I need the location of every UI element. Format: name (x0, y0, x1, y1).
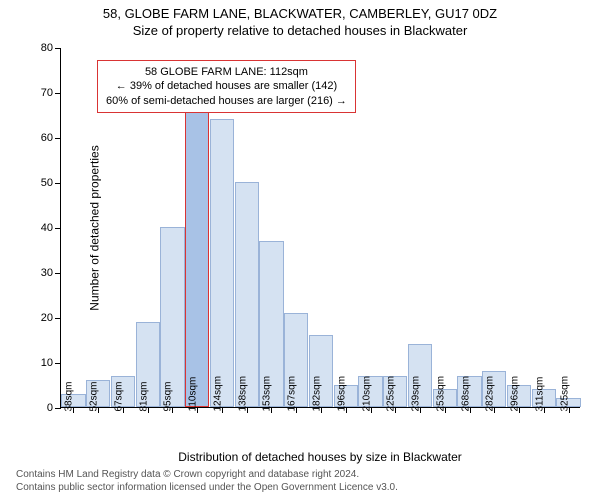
annotation-line1: 58 GLOBE FARM LANE: 112sqm (106, 65, 347, 79)
x-tick-label: 325sqm (559, 376, 570, 412)
x-tick-label: 124sqm (212, 376, 223, 412)
x-tick-label: 138sqm (237, 376, 248, 412)
x-tick-label: 95sqm (163, 381, 174, 411)
x-axis-label: Distribution of detached houses by size … (178, 450, 461, 464)
x-tick-label: 311sqm (534, 377, 545, 412)
y-tick-label: 10 (31, 357, 53, 369)
x-tick-label: 225sqm (386, 376, 397, 412)
y-tick (55, 183, 61, 184)
y-tick-label: 0 (31, 402, 53, 414)
x-tick-label: 110sqm (188, 377, 199, 412)
y-tick-label: 20 (31, 312, 53, 324)
x-tick-label: 81sqm (138, 381, 149, 411)
bar (235, 182, 259, 407)
y-tick (55, 48, 61, 49)
annotation-line3: 60% of semi-detached houses are larger (… (106, 94, 347, 108)
y-tick (55, 273, 61, 274)
annotation-line2: ← 39% of detached houses are smaller (14… (106, 79, 347, 93)
y-tick (55, 318, 61, 319)
chart-title-sub: Size of property relative to detached ho… (0, 23, 600, 38)
plot-area: 0102030405060708038sqm52sqm67sqm81sqm95s… (60, 48, 580, 408)
x-tick-label: 253sqm (435, 376, 446, 412)
y-tick (55, 363, 61, 364)
annotation-box: 58 GLOBE FARM LANE: 112sqm← 39% of detac… (97, 60, 356, 113)
y-tick-label: 80 (31, 42, 53, 54)
x-tick-label: 210sqm (361, 376, 372, 412)
x-tick-label: 167sqm (287, 376, 298, 412)
x-tick-label: 196sqm (336, 376, 347, 412)
x-tick-label: 153sqm (262, 376, 273, 412)
chart: 0102030405060708038sqm52sqm67sqm81sqm95s… (60, 48, 580, 408)
y-tick (55, 138, 61, 139)
y-tick-label: 70 (31, 87, 53, 99)
x-tick-label: 239sqm (411, 376, 422, 412)
chart-title-main: 58, GLOBE FARM LANE, BLACKWATER, CAMBERL… (0, 6, 600, 21)
y-tick-label: 50 (31, 177, 53, 189)
bar (210, 119, 234, 407)
bar (160, 227, 184, 407)
y-axis-label: Number of detached properties (88, 145, 102, 310)
footer-line2: Contains public sector information licen… (16, 481, 398, 494)
bar-highlighted (185, 110, 209, 407)
x-tick-label: 67sqm (113, 381, 124, 411)
y-tick (55, 228, 61, 229)
x-tick-label: 268sqm (460, 376, 471, 412)
y-tick-label: 60 (31, 132, 53, 144)
x-tick-label: 38sqm (64, 381, 75, 411)
y-tick (55, 408, 61, 409)
y-tick (55, 93, 61, 94)
footer-line1: Contains HM Land Registry data © Crown c… (16, 468, 398, 481)
y-tick-label: 30 (31, 267, 53, 279)
x-tick-label: 182sqm (312, 376, 323, 412)
y-tick-label: 40 (31, 222, 53, 234)
x-tick-label: 282sqm (485, 376, 496, 412)
x-tick-label: 52sqm (89, 381, 100, 411)
x-tick-label: 296sqm (510, 376, 521, 412)
footer-attribution: Contains HM Land Registry data © Crown c… (16, 468, 398, 494)
